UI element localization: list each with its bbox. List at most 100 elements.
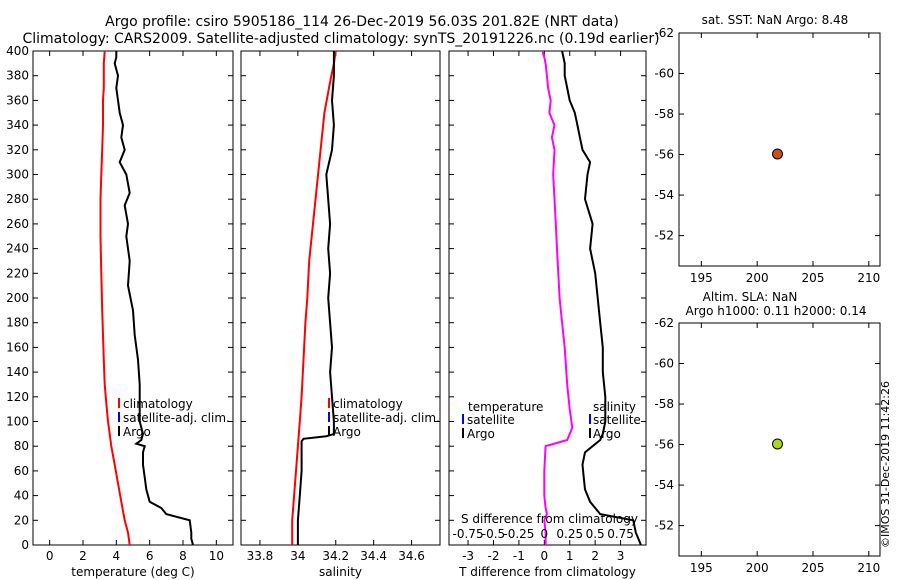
sla_map-ytick-label: -56 (654, 438, 674, 452)
temperature-xtick-label: 4 (113, 549, 121, 563)
sla-map-subtitle: Argo h1000: 0.11 h2000: 0.14 (686, 304, 867, 318)
sst_map-xtick-label: 200 (746, 271, 769, 285)
sla_map-xtick-label: 205 (802, 561, 825, 575)
sla-map-title: Altim. SLA: NaN (703, 290, 798, 304)
sst_map-ytick-label: -52 (654, 229, 674, 243)
depth-tick-label: 40 (14, 489, 29, 503)
salinity-xtick-label: 34.2 (322, 549, 349, 563)
differences-xtick-label: -2 (487, 549, 499, 563)
depth-tick-label: 160 (6, 340, 29, 354)
sla_map-ytick-label: -62 (654, 316, 674, 330)
s-difference-tick-label: -0.5 (482, 527, 505, 541)
salinity-xtick-label: 33.8 (247, 549, 274, 563)
depth-tick-label: 380 (6, 69, 29, 83)
depth-tick-label: 260 (6, 217, 29, 231)
sla_map-ytick-label: -58 (654, 397, 674, 411)
depth-tick-label: 300 (6, 168, 29, 182)
depth-tick-label: 400 (6, 44, 29, 58)
depth-tick-label: 20 (14, 513, 29, 527)
temperature-series-argo (113, 51, 194, 546)
differences-panel: -3 -2 -1 0 1 2 3 T difference from climatology S… (448, 50, 647, 579)
differences-xlabel: T difference from climatology (458, 565, 636, 579)
s-difference-tick-label: -0.75 (453, 527, 484, 541)
sst_map-ytick-label: -60 (654, 67, 674, 81)
temperature-legend-label: Argo (123, 425, 151, 439)
s-difference-tick-label: 0.25 (556, 527, 583, 541)
sst_map-ytick-label: -62 (654, 26, 674, 40)
depth-tick-label: 140 (6, 365, 29, 379)
s-difference-axis-label: S difference from climatology (461, 512, 638, 526)
sla_map-ytick-label: -54 (654, 478, 674, 492)
diff-legend-right-title: salinity (593, 400, 636, 414)
differences-series-s-difference (542, 51, 574, 545)
s-difference-tick-label: 0.5 (586, 527, 605, 541)
salinity-series-climatology (291, 50, 337, 545)
depth-tick-label: 180 (6, 316, 29, 330)
sst_map-ytick-label: -58 (654, 107, 674, 121)
salinity-panel: 33.8 34 34.2 34.4 34.6 salinity climatologysat… (240, 50, 441, 579)
salinity-xtick-label: 34.4 (360, 549, 387, 563)
sst_map-xtick-label: 205 (802, 271, 825, 285)
differences-series-t-difference (561, 50, 642, 546)
sst-map-title: sat. SST: NaN Argo: 8.48 (702, 13, 849, 27)
s-difference-tick-label: 0.75 (607, 527, 634, 541)
depth-tick-label: 220 (6, 266, 29, 280)
sst-map-panel: 195 200 205 210 -52 -54 -56 -58 -60 -62 sat. SST: … (654, 13, 881, 285)
diff-legend-left-label: satellite (467, 413, 515, 427)
depth-tick-label: 360 (6, 93, 29, 107)
imos-watermark: ©IMOS 31-Dec-2019 11:42:26 (879, 381, 892, 548)
differences-xtick-label: 1 (566, 549, 574, 563)
salinity-legend-label: Argo (333, 425, 361, 439)
differences-xtick-label: 2 (591, 549, 599, 563)
sla_map-xtick-label: 200 (746, 561, 769, 575)
sla_map-ytick-label: -52 (654, 519, 674, 533)
depth-tick-label: 340 (6, 118, 29, 132)
title-line-2: Climatology: CARS2009. Satellite-adjuste… (22, 31, 659, 47)
depth-tick-label: 60 (14, 464, 29, 478)
sst_map-xtick-label: 195 (690, 271, 713, 285)
temperature-axes-frame (32, 50, 234, 546)
depth-tick-label: 100 (6, 415, 29, 429)
salinity-axes-frame (240, 50, 441, 546)
depth-tick-label: 120 (6, 390, 29, 404)
depth-tick-label: 240 (6, 242, 29, 256)
salinity-xtick-label: 34 (290, 549, 305, 563)
salinity-xlabel: salinity (319, 565, 362, 579)
salinity-xtick-label: 34.6 (398, 549, 425, 563)
depth-tick-label: 200 (6, 291, 29, 305)
temperature-xtick-label: 8 (179, 549, 187, 563)
temperature-xlabel: temperature (deg C) (71, 565, 194, 579)
sst_map-ytick-label: -56 (654, 148, 674, 162)
temperature-series-climatology (99, 50, 131, 546)
temperature-panel: 0 2 4 6 8 10020406080100120140160180200220240… (6, 44, 234, 579)
sla_map-ytick-label: -60 (654, 357, 674, 371)
temperature-legend-label: climatology (123, 397, 193, 411)
sst_map-argo-position-marker (771, 148, 783, 160)
depth-tick-label: 320 (6, 143, 29, 157)
temperature-xtick-label: 0 (46, 549, 54, 563)
sst_map-xtick-label: 210 (857, 271, 880, 285)
diff-legend-left-title: temperature (468, 400, 543, 414)
differences-xtick-label: -3 (462, 549, 474, 563)
temperature-legend-label: satellite-adj. clim. (123, 411, 230, 425)
diff-legend-right-label: satellite (593, 413, 641, 427)
sla_map-xtick-label: 195 (690, 561, 713, 575)
sla_map-xtick-label: 210 (857, 561, 880, 575)
sla-map-panel: 195 200 205 210 -52 -54 -56 -58 -60 -62 Altim. SLA… (654, 290, 881, 575)
differences-xtick-label: -1 (513, 549, 525, 563)
diff-legend-right-label: Argo (593, 427, 621, 441)
s-difference-tick-label: 0 (541, 527, 549, 541)
differences-xtick-label: 0 (541, 549, 549, 563)
depth-tick-label: 280 (6, 192, 29, 206)
differences-xtick-label: 3 (617, 549, 625, 563)
depth-tick-label: 0 (21, 538, 29, 552)
salinity-series-argo (296, 51, 335, 545)
temperature-xtick-label: 6 (146, 549, 154, 563)
salinity-legend-label: satellite-adj. clim. (333, 411, 440, 425)
sla_map-argo-position-marker (771, 438, 783, 450)
sst_map-ytick-label: -54 (654, 188, 674, 202)
diff-legend-left-label: Argo (467, 427, 495, 441)
temperature-xtick-label: 10 (209, 549, 224, 563)
temperature-xtick-label: 2 (79, 549, 87, 563)
